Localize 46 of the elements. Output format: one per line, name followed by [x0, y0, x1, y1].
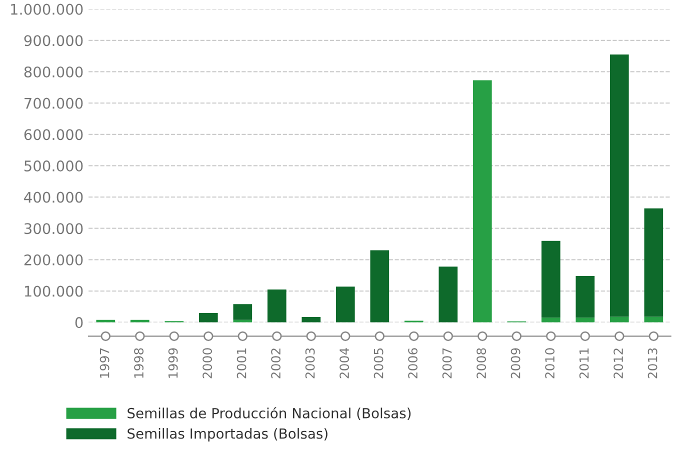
legend-label: Semillas Importadas (Bolsas) [128, 428, 328, 442]
x-tick-label: 2009 [510, 348, 520, 378]
y-tick-label: 800.000 [24, 66, 83, 78]
x-tick-label: 2013 [648, 348, 658, 378]
y-tick-label: 300.000 [24, 223, 83, 234]
y-tick-label: 1.000.000 [11, 4, 83, 15]
x-tick-label: 1997 [100, 348, 110, 378]
bar [198, 312, 218, 322]
y-tick-label: 0 [75, 317, 83, 328]
y-tick-label: 100.000 [24, 286, 83, 297]
bar [233, 304, 252, 320]
x-tick-label: 2007 [442, 348, 452, 378]
y-tick-label: 500.000 [24, 160, 83, 172]
bar [644, 208, 664, 317]
bar [541, 318, 560, 322]
bar [472, 80, 492, 322]
x-tick-label: 2003 [305, 348, 315, 378]
x-tick-label: 2006 [408, 348, 418, 378]
y-tick-label: 900.000 [24, 35, 83, 46]
bar [336, 286, 355, 322]
x-tick-label: 2005 [374, 348, 384, 378]
y-tick-label: 400.000 [24, 192, 83, 203]
x-tick-label: 2010 [545, 348, 555, 378]
bar [644, 316, 664, 322]
bar [302, 317, 321, 322]
x-tick-label: 2008 [476, 348, 486, 378]
bar [610, 316, 629, 322]
x-tick-label: 1998 [134, 348, 144, 378]
x-tick-label: 2002 [271, 348, 281, 378]
bar [576, 276, 595, 318]
bar [610, 54, 629, 317]
x-tick-label: 2011 [579, 348, 589, 378]
legend-label: Semillas de Producción Nacional (Bolsas) [128, 407, 411, 420]
bar [370, 250, 390, 322]
bar [541, 240, 560, 318]
bar [438, 266, 458, 322]
bar [267, 289, 286, 322]
x-tick-label: 2001 [236, 348, 246, 378]
x-tick-label: 2004 [340, 348, 350, 378]
x-tick-label: 2000 [202, 348, 212, 378]
y-tick-label: 600.000 [24, 129, 83, 140]
bar [576, 318, 595, 322]
y-tick-label: 200.000 [24, 254, 83, 266]
x-tick-label: 1999 [168, 348, 178, 378]
x-tick-label: 2012 [614, 348, 624, 378]
y-tick-label: 700.000 [24, 98, 83, 109]
